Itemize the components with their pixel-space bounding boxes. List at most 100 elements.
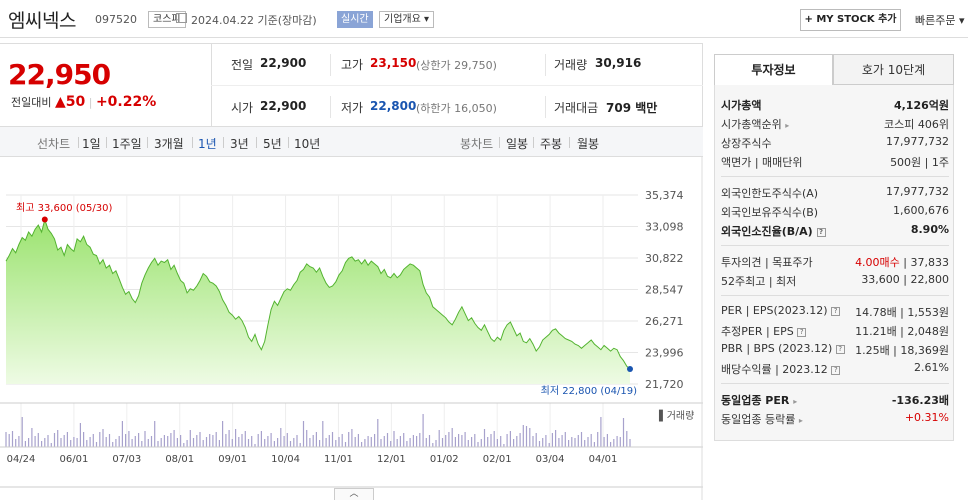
add-mystock-button[interactable]: + MY STOCK 추가: [800, 9, 901, 31]
candle-weekly[interactable]: 주봉: [540, 137, 563, 151]
candle-monthly[interactable]: 월봉: [577, 137, 600, 151]
period-1y[interactable]: 1년: [198, 137, 217, 151]
price-chart[interactable]: 35,374 33,098 30,822 28,547 26,271 23,996 21,7…: [0, 157, 703, 500]
y-tick-label: 33,098: [645, 221, 684, 234]
realtime-badge[interactable]: 실시간: [337, 11, 373, 28]
foreign-limit-label: 외국인한도주식수(A): [721, 187, 819, 200]
x-tick-label: 09/01: [218, 454, 247, 465]
per-value: 14.78배 | 1,553원: [855, 306, 949, 319]
chevron-down-icon: ▾: [424, 14, 430, 25]
help-icon[interactable]: ?: [797, 327, 807, 337]
help-icon[interactable]: ?: [831, 365, 841, 375]
divider: [211, 44, 212, 128]
candle-chart-label: 봉차트: [460, 137, 494, 151]
high-value: 23,150: [370, 56, 417, 70]
listed-shares-row: 상장주식수 17,977,732: [721, 133, 949, 151]
period-3y[interactable]: 3년: [230, 137, 249, 151]
quote-date: 2024.04.22 기준(장마감): [191, 14, 317, 27]
y-tick-label: 35,374: [645, 189, 684, 202]
foreign-hold-value: 1,600,676: [893, 204, 949, 217]
tab-order-book[interactable]: 호가 10단계: [833, 54, 954, 85]
divider: [330, 96, 331, 118]
est-per-label: 추정PER | EPS: [721, 325, 794, 338]
open-label: 시가: [231, 101, 254, 115]
candle-daily[interactable]: 일봉: [506, 137, 529, 151]
tab-investment-info[interactable]: 투자정보: [714, 54, 833, 85]
overview-label: 기업개요: [384, 14, 421, 25]
foreign-ratio-value: 8.90%: [910, 223, 949, 236]
foreign-ratio-row: 외국인소진율(B/A) ? 8.90%: [721, 221, 949, 239]
lower-limit: (하한가 16,050): [416, 102, 497, 115]
market-cap-label: 시가총액: [721, 99, 762, 112]
par-value-row: 액면가 | 매매단위 500원 | 1주: [721, 152, 949, 170]
period-5y[interactable]: 5년: [263, 137, 282, 151]
help-icon[interactable]: ?: [835, 344, 845, 354]
company-overview-dropdown[interactable]: 기업개요 ▾: [379, 11, 435, 28]
chevron-right-icon: ▸: [785, 121, 790, 130]
divider: [256, 137, 257, 148]
market-cap-value: 4,126억원: [893, 99, 949, 112]
industry-rate-row[interactable]: 동일업종 등락률 ▸ +0.31%: [721, 409, 949, 427]
low-label: 저가: [341, 101, 364, 115]
dividend-row: 배당수익률 | 2023.12 ? 2.61%: [721, 359, 949, 377]
divider: [721, 245, 949, 246]
industry-per-row[interactable]: 동일업종 PER ▸ -136.23배: [721, 390, 949, 408]
stock-code: 097520: [95, 13, 137, 26]
divider: [78, 137, 79, 148]
divider: [721, 383, 949, 384]
help-icon[interactable]: ?: [816, 227, 826, 237]
period-3m[interactable]: 3개월: [154, 137, 184, 151]
amount-label: 거래대금: [554, 101, 599, 115]
volume-value: 30,916: [595, 56, 642, 70]
y-tick-label: 26,271: [645, 315, 684, 328]
divider: [330, 54, 331, 76]
y-tick-label: 21,720: [645, 378, 684, 391]
help-icon[interactable]: ?: [831, 306, 841, 316]
per-row: PER | EPS(2023.12) ? 14.78배 | 1,553원: [721, 302, 949, 320]
price-change: 전일대비 ▲50 | +0.22%: [11, 94, 157, 110]
high-label: 최고 33,600 (05/30): [16, 202, 112, 214]
52week-label: 52주최고 | 최저: [721, 275, 797, 288]
industry-rate-label: 동일업종 등락률: [721, 413, 796, 426]
shares-value: 17,977,732: [886, 135, 949, 148]
period-1w[interactable]: 1주일: [112, 137, 142, 151]
divider: [545, 54, 546, 76]
foreign-ratio-label: 외국인소진율(B/A): [721, 225, 813, 238]
x-tick-label: 12/01: [377, 454, 406, 465]
quick-order-button[interactable]: 빠른주문 ▾: [915, 12, 965, 28]
investment-info-panel: 투자정보 호가 10단계 시가총액 4,126억원 시가총액순위 ▸ 코스피 406…: [714, 54, 954, 441]
x-tick-label: 10/04: [271, 454, 300, 465]
divider: [499, 137, 500, 148]
price-area: [6, 219, 630, 384]
divider: [106, 137, 107, 148]
divider: [721, 295, 949, 296]
x-tick-label: 03/04: [536, 454, 565, 465]
chevron-right-icon: ▸: [798, 416, 803, 425]
market-cap-rank-row[interactable]: 시가총액순위 ▸ 코스피 406위: [721, 114, 949, 132]
pbr-label: PBR | BPS (2023.12): [721, 342, 833, 355]
52week-row: 52주최고 | 최저 33,600 | 22,800: [721, 271, 949, 289]
period-1d[interactable]: 1일: [82, 137, 101, 151]
divider: [288, 137, 289, 148]
foreign-hold-row: 외국인보유주식수(B) 1,600,676: [721, 202, 949, 220]
divider: [147, 137, 148, 148]
divider: [211, 85, 703, 86]
x-tick-label: 07/03: [112, 454, 141, 465]
rank-label: 시가총액순위: [721, 118, 782, 131]
x-tick-label: 08/01: [165, 454, 194, 465]
per-label: PER | EPS(2023.12): [721, 304, 828, 317]
change-label: 전일대비: [11, 96, 52, 109]
x-tick-label: 01/02: [430, 454, 459, 465]
collapse-chart-button[interactable]: ︿: [334, 488, 374, 500]
line-chart-label: 선차트: [37, 137, 71, 151]
high-marker: [41, 216, 48, 223]
opinion-value: 4.00매수: [855, 256, 900, 269]
divider: [721, 176, 949, 177]
x-tick-label: 04/24: [7, 454, 36, 465]
divider: [533, 137, 534, 148]
low-label: 최저 22,800 (04/19): [541, 385, 637, 397]
divider: [545, 96, 546, 118]
rank-value: 코스피 406위: [884, 118, 949, 131]
period-10y[interactable]: 10년: [294, 137, 321, 151]
divider: [223, 137, 224, 148]
